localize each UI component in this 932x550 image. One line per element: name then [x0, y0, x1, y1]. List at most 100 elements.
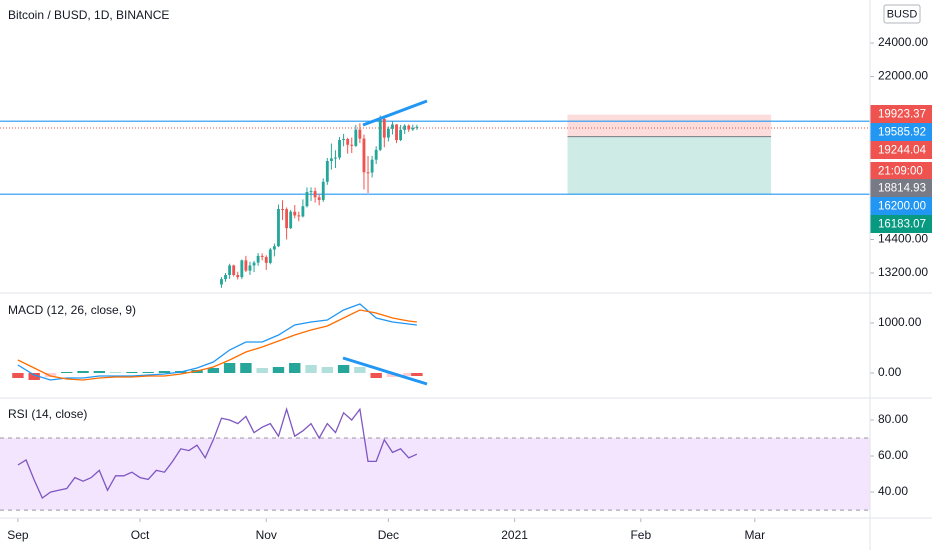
candle-body	[354, 129, 358, 146]
x-tick-label: Feb	[630, 528, 651, 542]
price-tag-label: 16200.00	[878, 201, 926, 213]
histogram-bar	[142, 372, 154, 373]
y-tick-label: 22000.00	[878, 69, 928, 83]
candle-body	[358, 129, 362, 139]
y-tick-label: 1000.00	[878, 315, 922, 329]
histogram-bar	[370, 373, 382, 378]
y-tick-label: 0.00	[878, 365, 902, 379]
histogram-bar	[240, 363, 252, 373]
series-line	[17, 309, 417, 381]
currency[interactable]: BUSD	[887, 8, 918, 20]
histogram-bar	[158, 371, 171, 373]
candle-body	[268, 249, 272, 263]
candle-body	[297, 215, 301, 217]
price-tag	[870, 215, 932, 233]
histogram-bar	[403, 373, 415, 376]
candle-body	[370, 159, 374, 173]
histogram-bar	[93, 371, 106, 373]
y-tick-label: 80.00	[878, 412, 908, 426]
x-tick-label: Nov	[256, 528, 277, 542]
candle-body	[301, 206, 305, 217]
x-tick-label: 2021	[501, 528, 528, 542]
candle-body	[228, 265, 232, 276]
histogram-bar	[354, 367, 366, 373]
histogram-bar	[109, 372, 122, 373]
candle-body	[395, 124, 398, 141]
price-tag	[870, 141, 932, 159]
histogram-bar	[272, 367, 285, 373]
histogram-bar	[126, 372, 138, 373]
candle-body	[386, 128, 390, 138]
histogram-bar	[321, 367, 334, 373]
candle-body	[236, 275, 240, 278]
candle-body	[293, 211, 297, 216]
price-tag-label: 16183.07	[878, 219, 926, 231]
candle-body	[281, 208, 284, 210]
candle-body	[240, 260, 244, 278]
candle-body	[321, 181, 325, 200]
candle-body	[285, 209, 289, 229]
plot: Sep Oct Nov Dec 2021 Feb Mar 13200.00 14400.00 22…	[0, 35, 932, 542]
candle-body	[264, 256, 268, 263]
histogram-bar	[12, 373, 24, 378]
trend-line	[342, 356, 428, 386]
candle-body	[244, 260, 248, 271]
candle-body	[350, 144, 354, 146]
candle-body	[256, 255, 260, 263]
candle-body	[403, 125, 407, 130]
y-tick-label: 24000.00	[878, 35, 928, 49]
candle-body	[334, 157, 337, 159]
chart-title: Bitcoin / BUSD, 1D, BINANCE	[8, 8, 169, 22]
trend-line	[362, 99, 428, 127]
candle-body	[378, 118, 382, 150]
rsi-title: RSI (14, close)	[8, 407, 87, 421]
x-tick-label: Oct	[131, 528, 150, 542]
histogram-bar	[411, 373, 423, 376]
candle-body	[342, 138, 346, 141]
candle-body	[362, 138, 366, 173]
candle-body	[277, 208, 280, 247]
price-tag	[870, 105, 932, 123]
x-tick-label: Sep	[7, 528, 29, 542]
price-tag-label: 19923.37	[878, 109, 926, 121]
histogram-bar	[44, 373, 57, 377]
histogram-bar	[289, 363, 301, 373]
histogram-bar	[77, 371, 89, 373]
candle-body	[366, 172, 370, 174]
histogram-bar	[28, 373, 40, 380]
x-tick-label: Mar	[744, 528, 765, 542]
price-tag	[870, 162, 932, 180]
candle-body	[391, 124, 394, 129]
macd-title: MACD (12, 26, close, 9)	[8, 303, 136, 317]
price-tag-label: 19585.92	[878, 127, 926, 139]
candle-body	[329, 158, 333, 162]
currency-badge[interactable]	[883, 4, 921, 24]
candle-body	[248, 265, 252, 271]
y-tick-label: 14400.00	[878, 232, 928, 246]
candle-body	[260, 255, 264, 257]
candle-body	[232, 265, 236, 276]
candle-body	[313, 191, 317, 198]
candle-body	[272, 246, 276, 250]
candle-body	[374, 149, 378, 160]
histogram-bar	[305, 365, 317, 373]
price-tag-label: 21:09:00	[878, 166, 923, 178]
histogram-bar	[61, 372, 73, 373]
series-line	[17, 303, 417, 381]
candle-body	[338, 140, 341, 158]
y-tick-label: 13200.00	[878, 265, 928, 279]
candle-body	[224, 275, 227, 280]
candle-body	[399, 129, 403, 141]
price-tag-label: 18814.93	[878, 183, 926, 195]
candle-body	[317, 197, 321, 200]
rsi-band	[0, 438, 870, 511]
candle-body	[220, 279, 223, 285]
position-target-zone	[567, 136, 772, 195]
y-tick-label: 60.00	[878, 448, 908, 462]
histogram-bar	[207, 368, 220, 373]
price-tag	[870, 197, 932, 215]
candle-body	[309, 191, 313, 193]
x-tick-label: Dec	[378, 528, 399, 542]
price-tag	[870, 123, 932, 141]
